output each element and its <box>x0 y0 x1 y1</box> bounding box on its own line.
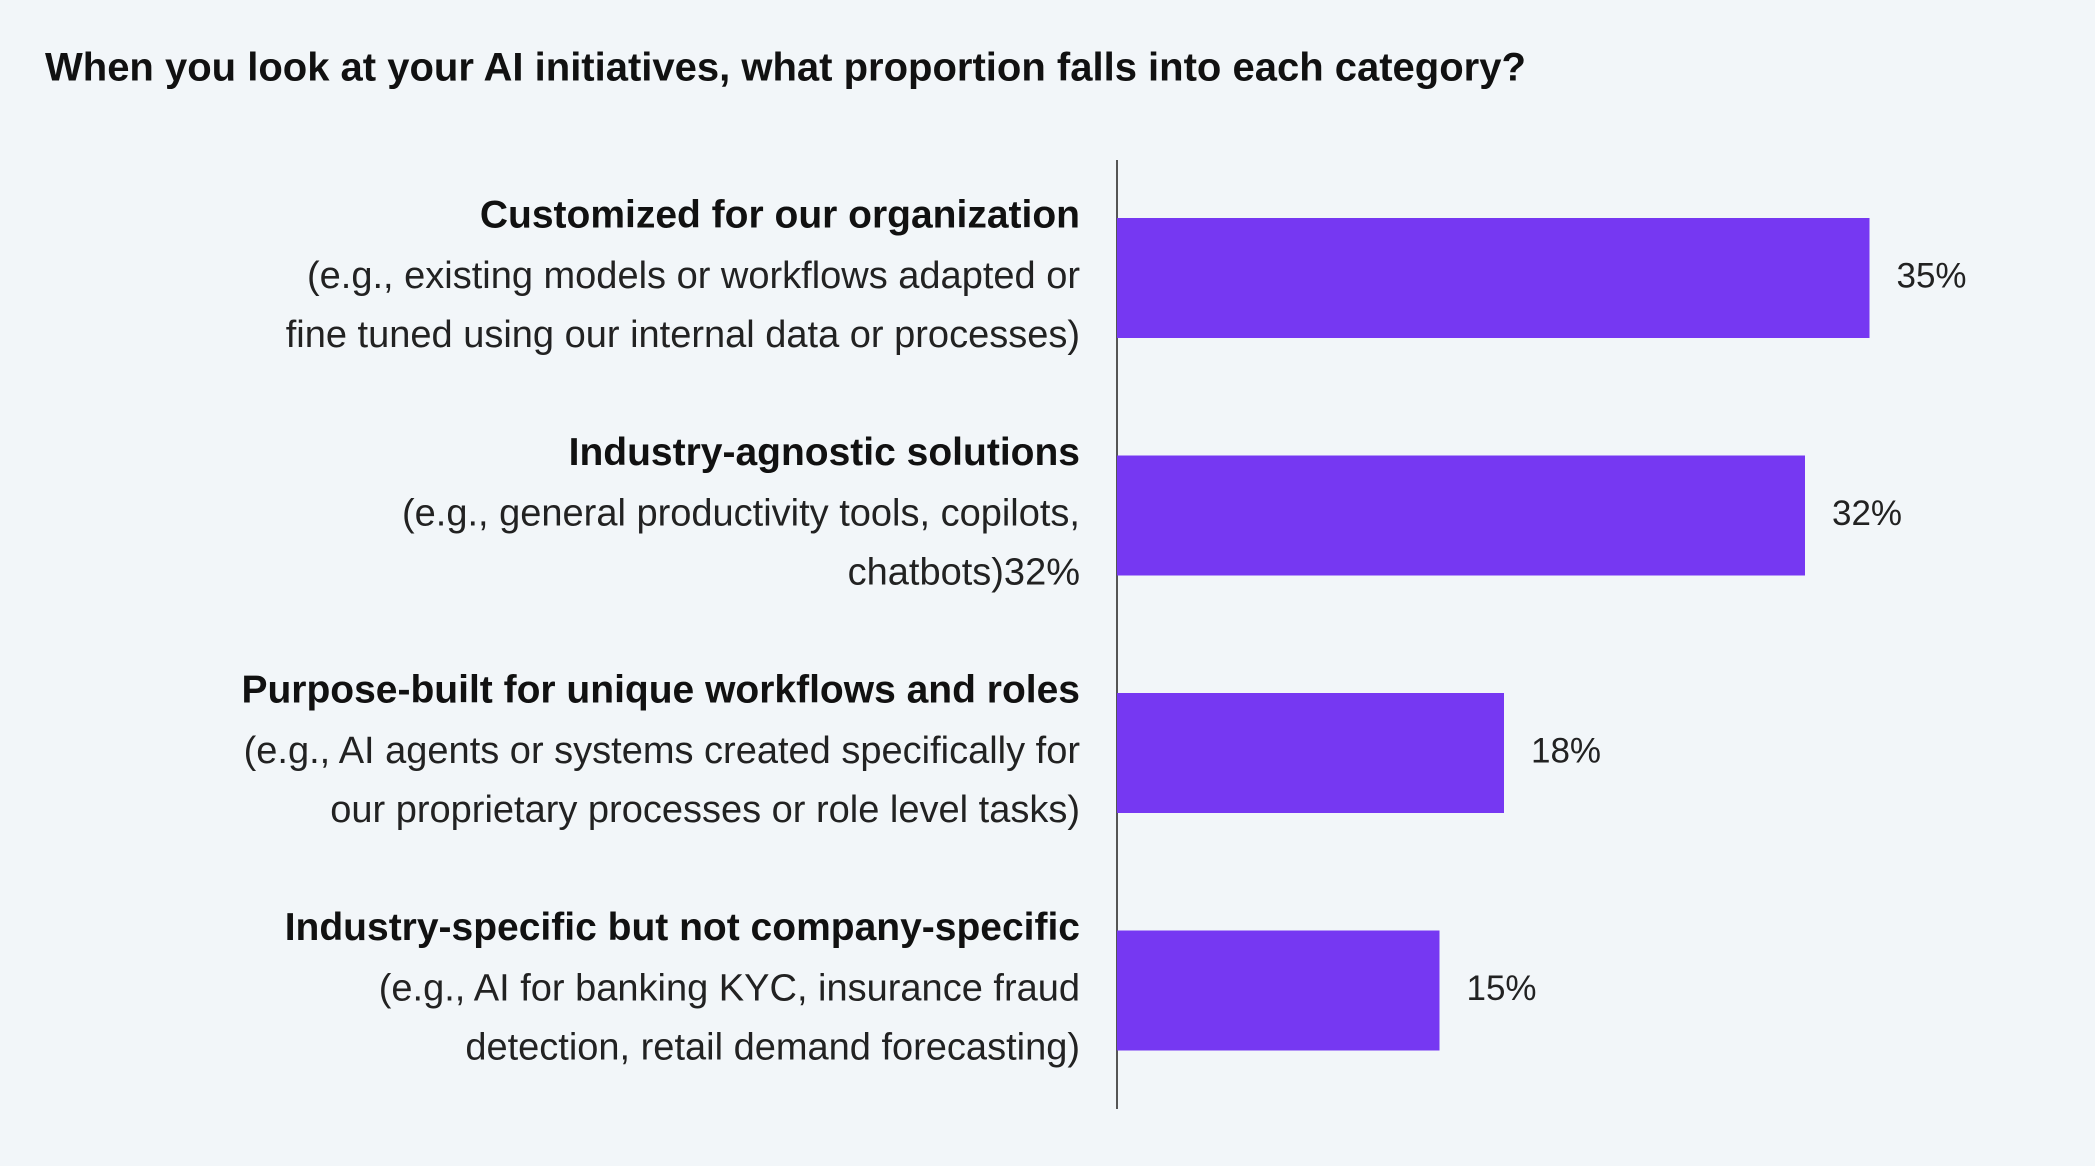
bar <box>1117 930 1440 1051</box>
bar <box>1117 693 1504 813</box>
category-description: (e.g., general productivity tools, copil… <box>402 493 1080 535</box>
category-description: detection, retail demand forecasting) <box>465 1027 1080 1069</box>
category-label: Customized for our organization <box>480 193 1080 236</box>
category-label: Industry-agnostic solutions <box>569 431 1080 474</box>
category-description: (e.g., AI agents or systems created spec… <box>244 730 1081 772</box>
category-description: chatbots)32% <box>848 552 1080 594</box>
value-label: 35% <box>1897 256 1967 295</box>
value-label: 18% <box>1531 731 1601 770</box>
category-label: Industry-specific but not company-specif… <box>285 906 1080 949</box>
value-label: 32% <box>1832 494 1902 533</box>
category-description: our proprietary processes or role level … <box>330 789 1080 831</box>
category-label: Purpose-built for unique workflows and r… <box>241 668 1080 711</box>
value-label: 15% <box>1467 969 1537 1008</box>
bar <box>1117 218 1870 338</box>
chart-title: When you look at your AI initiatives, wh… <box>45 46 1526 90</box>
category-description: fine tuned using our internal data or pr… <box>286 314 1080 356</box>
category-description: (e.g., AI for banking KYC, insurance fra… <box>379 968 1080 1010</box>
category-description: (e.g., existing models or workflows adap… <box>307 255 1080 297</box>
bar <box>1117 455 1805 576</box>
